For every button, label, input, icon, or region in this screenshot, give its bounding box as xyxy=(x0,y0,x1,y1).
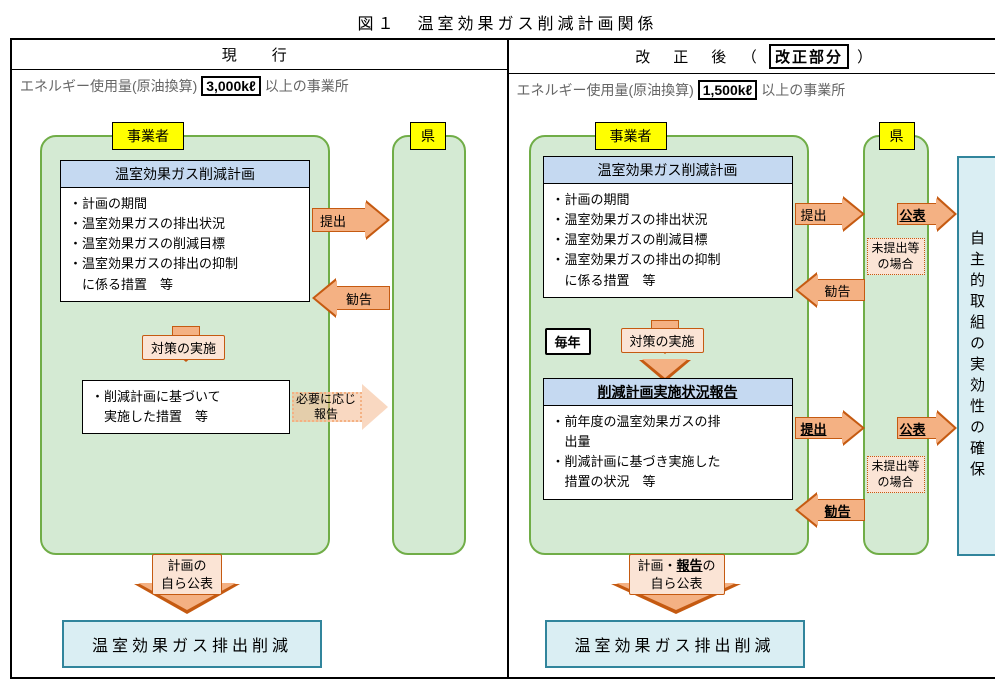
header-pre: 改 正 後 （ xyxy=(635,49,761,66)
col-header-left: 現 行 xyxy=(12,40,507,70)
prefecture-panel-left xyxy=(392,135,466,555)
arrow-report-left: 必要に応じ 報告 xyxy=(292,384,390,430)
result-box-right: 温室効果ガス排出削減 xyxy=(545,620,805,668)
measure-box-left: ・削減計画に基づいて 実施した措置 等 xyxy=(82,380,290,434)
threshold-post-r: 以上の事業所 xyxy=(761,82,845,98)
publish-pill-left: 計画の 自ら公表 xyxy=(152,554,222,595)
column-current: 現 行 エネルギー使用量(原油換算) 3,000kℓ 以上の事業所 事業者 県 … xyxy=(12,40,507,677)
biz-tag-left: 事業者 xyxy=(112,122,184,150)
plan-header-right: 温室効果ガス削減計画 xyxy=(544,157,792,184)
col-header-right: 改 正 後 （ 改正部分 ） xyxy=(509,40,995,74)
yearly-tag: 毎年 xyxy=(545,328,591,355)
arrow-advise-label-r: 勧告 xyxy=(825,281,851,300)
header-emph: 改正部分 xyxy=(769,44,849,69)
arrow-submit-label: 提出 xyxy=(320,211,346,230)
ken-tag-right: 県 xyxy=(879,122,915,150)
arrow-advise2: 勧告 xyxy=(795,492,865,528)
ken-tag-left: 県 xyxy=(410,122,446,150)
report-header: 削減計画実施状況報告 xyxy=(544,379,792,406)
arrow-advise-right: 勧告 xyxy=(795,272,865,308)
plan-box-left: 温室効果ガス削減計画 ・計画の期間 ・温室効果ガスの排出状況 ・温室効果ガスの削… xyxy=(60,160,310,302)
arrow-submit2: 提出 xyxy=(795,410,865,446)
effectiveness-bar: 自主的取組の実効性の確保 xyxy=(957,156,995,556)
arrow-submit-right: 提出 xyxy=(795,196,865,232)
arrow-advise2-label: 勧告 xyxy=(825,501,851,520)
publish2-label: 公表 xyxy=(900,419,926,438)
measure-pill-right: 対策の実施 xyxy=(621,328,704,353)
plan-header-left: 温室効果ガス削減計画 xyxy=(61,161,309,188)
measure-pill-left: 対策の実施 xyxy=(142,335,225,360)
plan-body-left: ・計画の期間 ・温室効果ガスの排出状況 ・温室効果ガスの削減目標 ・温室効果ガス… xyxy=(61,188,309,301)
threshold-post: 以上の事業所 xyxy=(265,78,349,94)
arrow-report-label: 必要に応じ 報告 xyxy=(296,392,356,422)
threshold-left: エネルギー使用量(原油換算) 3,000kℓ 以上の事業所 xyxy=(12,70,507,102)
note1: 未提出等 の場合 xyxy=(867,238,925,275)
arrow-publish1: 公表 xyxy=(897,196,957,232)
column-revised: 改 正 後 （ 改正部分 ） エネルギー使用量(原油換算) 1,500kℓ 以上… xyxy=(507,40,995,677)
figure-title: 図１ 温室効果ガス削減計画関係 xyxy=(10,10,995,34)
threshold-pre-r: エネルギー使用量(原油換算) xyxy=(517,82,694,98)
plan-box-right: 温室効果ガス削減計画 ・計画の期間 ・温室効果ガスの排出状況 ・温室効果ガスの削… xyxy=(543,156,793,298)
threshold-right: エネルギー使用量(原油換算) 1,500kℓ 以上の事業所 xyxy=(509,74,995,106)
report-body: ・前年度の温室効果ガスの排 出量 ・削減計画に基づき実施した 措置の状況 等 xyxy=(544,406,792,499)
measure-body-left: ・削減計画に基づいて 実施した措置 等 xyxy=(83,381,289,433)
arrow-submit-left: 提出 xyxy=(312,200,390,240)
diagram-frame: 現 行 エネルギー使用量(原油換算) 3,000kℓ 以上の事業所 事業者 県 … xyxy=(10,38,995,679)
threshold-num: 3,000kℓ xyxy=(201,76,261,96)
publish-pill-right: 計画・報告の自ら公表 xyxy=(629,554,725,595)
arrow-submit2-label: 提出 xyxy=(801,419,827,438)
arrow-advise-left: 勧告 xyxy=(312,278,390,318)
result-box-left: 温室効果ガス排出削減 xyxy=(62,620,322,668)
arrow-submit-label-r: 提出 xyxy=(801,205,827,224)
arrow-publish2: 公表 xyxy=(897,410,957,446)
threshold-pre: エネルギー使用量(原油換算) xyxy=(20,78,197,94)
arrow-advise-label: 勧告 xyxy=(346,289,372,308)
threshold-num-r: 1,500kℓ xyxy=(698,80,758,100)
publish1-label: 公表 xyxy=(900,205,926,224)
publish-pill-text: 計画・報告の自ら公表 xyxy=(638,558,716,591)
header-post: ） xyxy=(857,49,876,66)
report-box: 削減計画実施状況報告 ・前年度の温室効果ガスの排 出量 ・削減計画に基づき実施し… xyxy=(543,378,793,500)
biz-tag-right: 事業者 xyxy=(595,122,667,150)
note2: 未提出等 の場合 xyxy=(867,456,925,493)
plan-body-right: ・計画の期間 ・温室効果ガスの排出状況 ・温室効果ガスの削減目標 ・温室効果ガス… xyxy=(544,184,792,297)
